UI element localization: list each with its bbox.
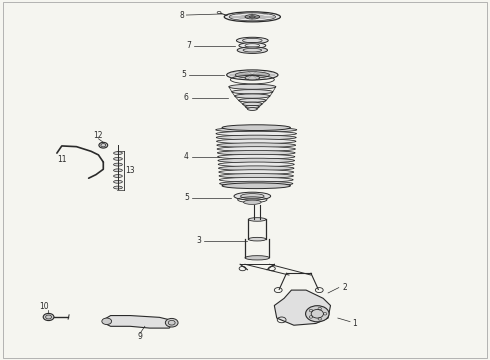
Ellipse shape xyxy=(114,163,122,166)
Text: 7: 7 xyxy=(186,41,191,50)
Ellipse shape xyxy=(216,127,297,132)
Ellipse shape xyxy=(222,125,291,131)
Ellipse shape xyxy=(217,139,296,144)
Ellipse shape xyxy=(245,15,260,19)
Ellipse shape xyxy=(245,105,259,108)
Ellipse shape xyxy=(243,102,262,106)
Ellipse shape xyxy=(219,166,294,171)
Ellipse shape xyxy=(219,170,294,174)
Text: 6: 6 xyxy=(184,93,189,102)
Text: 1: 1 xyxy=(353,319,357,328)
Polygon shape xyxy=(103,316,174,328)
Ellipse shape xyxy=(219,174,294,178)
Text: 10: 10 xyxy=(39,302,49,311)
Ellipse shape xyxy=(239,99,266,102)
Ellipse shape xyxy=(114,169,122,172)
Ellipse shape xyxy=(234,192,270,200)
Ellipse shape xyxy=(248,237,266,241)
Ellipse shape xyxy=(247,108,257,111)
Ellipse shape xyxy=(216,135,296,140)
Ellipse shape xyxy=(237,37,268,44)
Text: 3: 3 xyxy=(196,237,201,246)
Text: 12: 12 xyxy=(94,131,103,140)
Ellipse shape xyxy=(217,147,295,151)
Ellipse shape xyxy=(224,12,280,22)
Text: 2: 2 xyxy=(343,283,347,292)
Ellipse shape xyxy=(218,150,295,155)
Ellipse shape xyxy=(244,200,261,204)
Ellipse shape xyxy=(229,84,276,89)
Ellipse shape xyxy=(235,72,270,78)
Ellipse shape xyxy=(218,154,295,159)
Ellipse shape xyxy=(114,157,122,160)
Ellipse shape xyxy=(220,181,293,186)
Ellipse shape xyxy=(306,306,329,322)
Text: 4: 4 xyxy=(184,152,189,161)
Ellipse shape xyxy=(235,94,270,98)
Ellipse shape xyxy=(165,319,178,327)
Text: 5: 5 xyxy=(184,193,189,202)
Ellipse shape xyxy=(245,76,260,80)
Ellipse shape xyxy=(218,158,294,163)
Ellipse shape xyxy=(114,175,122,177)
Ellipse shape xyxy=(114,152,122,154)
Ellipse shape xyxy=(43,314,54,320)
Text: 11: 11 xyxy=(57,155,67,164)
Ellipse shape xyxy=(218,162,294,167)
Ellipse shape xyxy=(241,194,264,199)
Text: 8: 8 xyxy=(179,10,184,19)
Ellipse shape xyxy=(114,180,122,183)
Ellipse shape xyxy=(217,143,295,148)
Ellipse shape xyxy=(237,47,268,53)
Text: 13: 13 xyxy=(125,166,135,175)
Ellipse shape xyxy=(102,318,112,324)
Ellipse shape xyxy=(216,131,296,136)
Ellipse shape xyxy=(114,186,122,189)
Ellipse shape xyxy=(222,183,291,189)
Polygon shape xyxy=(274,290,331,325)
Text: 5: 5 xyxy=(181,71,186,80)
Ellipse shape xyxy=(220,177,293,182)
Ellipse shape xyxy=(232,90,273,94)
Ellipse shape xyxy=(227,70,278,80)
Ellipse shape xyxy=(99,142,108,148)
Ellipse shape xyxy=(248,218,266,221)
Ellipse shape xyxy=(239,42,266,48)
Ellipse shape xyxy=(245,256,270,260)
Text: 9: 9 xyxy=(138,332,143,341)
